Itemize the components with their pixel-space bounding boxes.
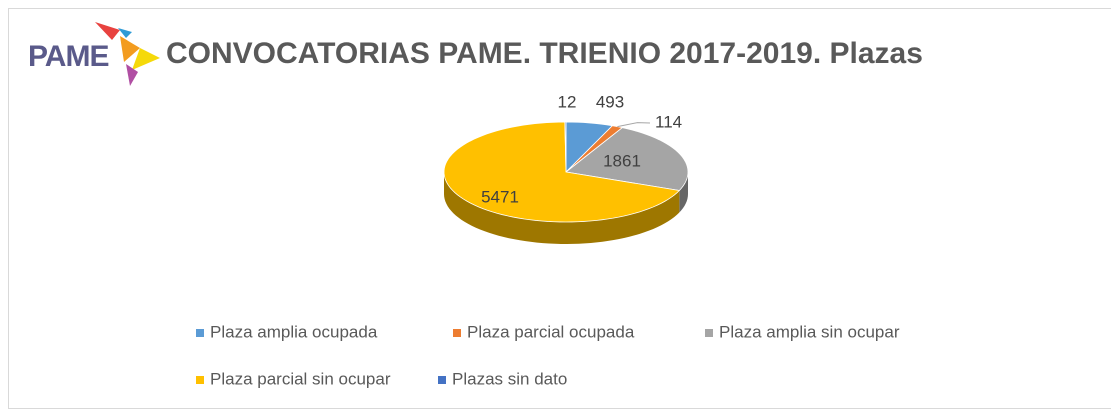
data-label: 114: [655, 112, 682, 131]
legend-swatch: [438, 376, 446, 384]
pie: 493 114 1861 5471 12: [443, 92, 689, 244]
slice-side: [444, 172, 680, 244]
legend-label: Plaza amplia sin ocupar: [719, 322, 900, 341]
legend-swatch: [196, 329, 204, 337]
chart-title: CONVOCATORIAS PAME. TRIENIO 2017-2019. P…: [166, 37, 923, 70]
logo-shape: [95, 22, 120, 40]
legend: Plaza amplia ocupada Plaza parcial ocupad…: [196, 322, 900, 388]
data-label: 1861: [603, 151, 641, 170]
legend-label: Plazas sin dato: [452, 369, 567, 388]
data-label: 493: [596, 92, 624, 111]
slice: [565, 121, 614, 173]
logo-shape: [118, 28, 132, 38]
logo-shape: [132, 48, 160, 70]
leader-line: [617, 122, 651, 128]
slice: [565, 127, 689, 191]
legend-swatch: [196, 376, 204, 384]
legend-swatch: [453, 329, 461, 337]
legend-label: Plaza amplia ocupada: [210, 322, 378, 341]
legend-swatch: [705, 329, 713, 337]
logo-text: PAME: [28, 40, 108, 73]
data-label: 12: [558, 92, 577, 111]
slice: [443, 121, 681, 223]
data-label: 5471: [481, 187, 519, 206]
logo: PAME: [28, 22, 160, 86]
slice: [564, 121, 567, 173]
legend-label: Plaza parcial sin ocupar: [210, 369, 391, 388]
logo-shape: [120, 36, 140, 62]
legend-label: Plaza parcial ocupada: [467, 322, 635, 341]
logo-shape: [126, 64, 138, 86]
